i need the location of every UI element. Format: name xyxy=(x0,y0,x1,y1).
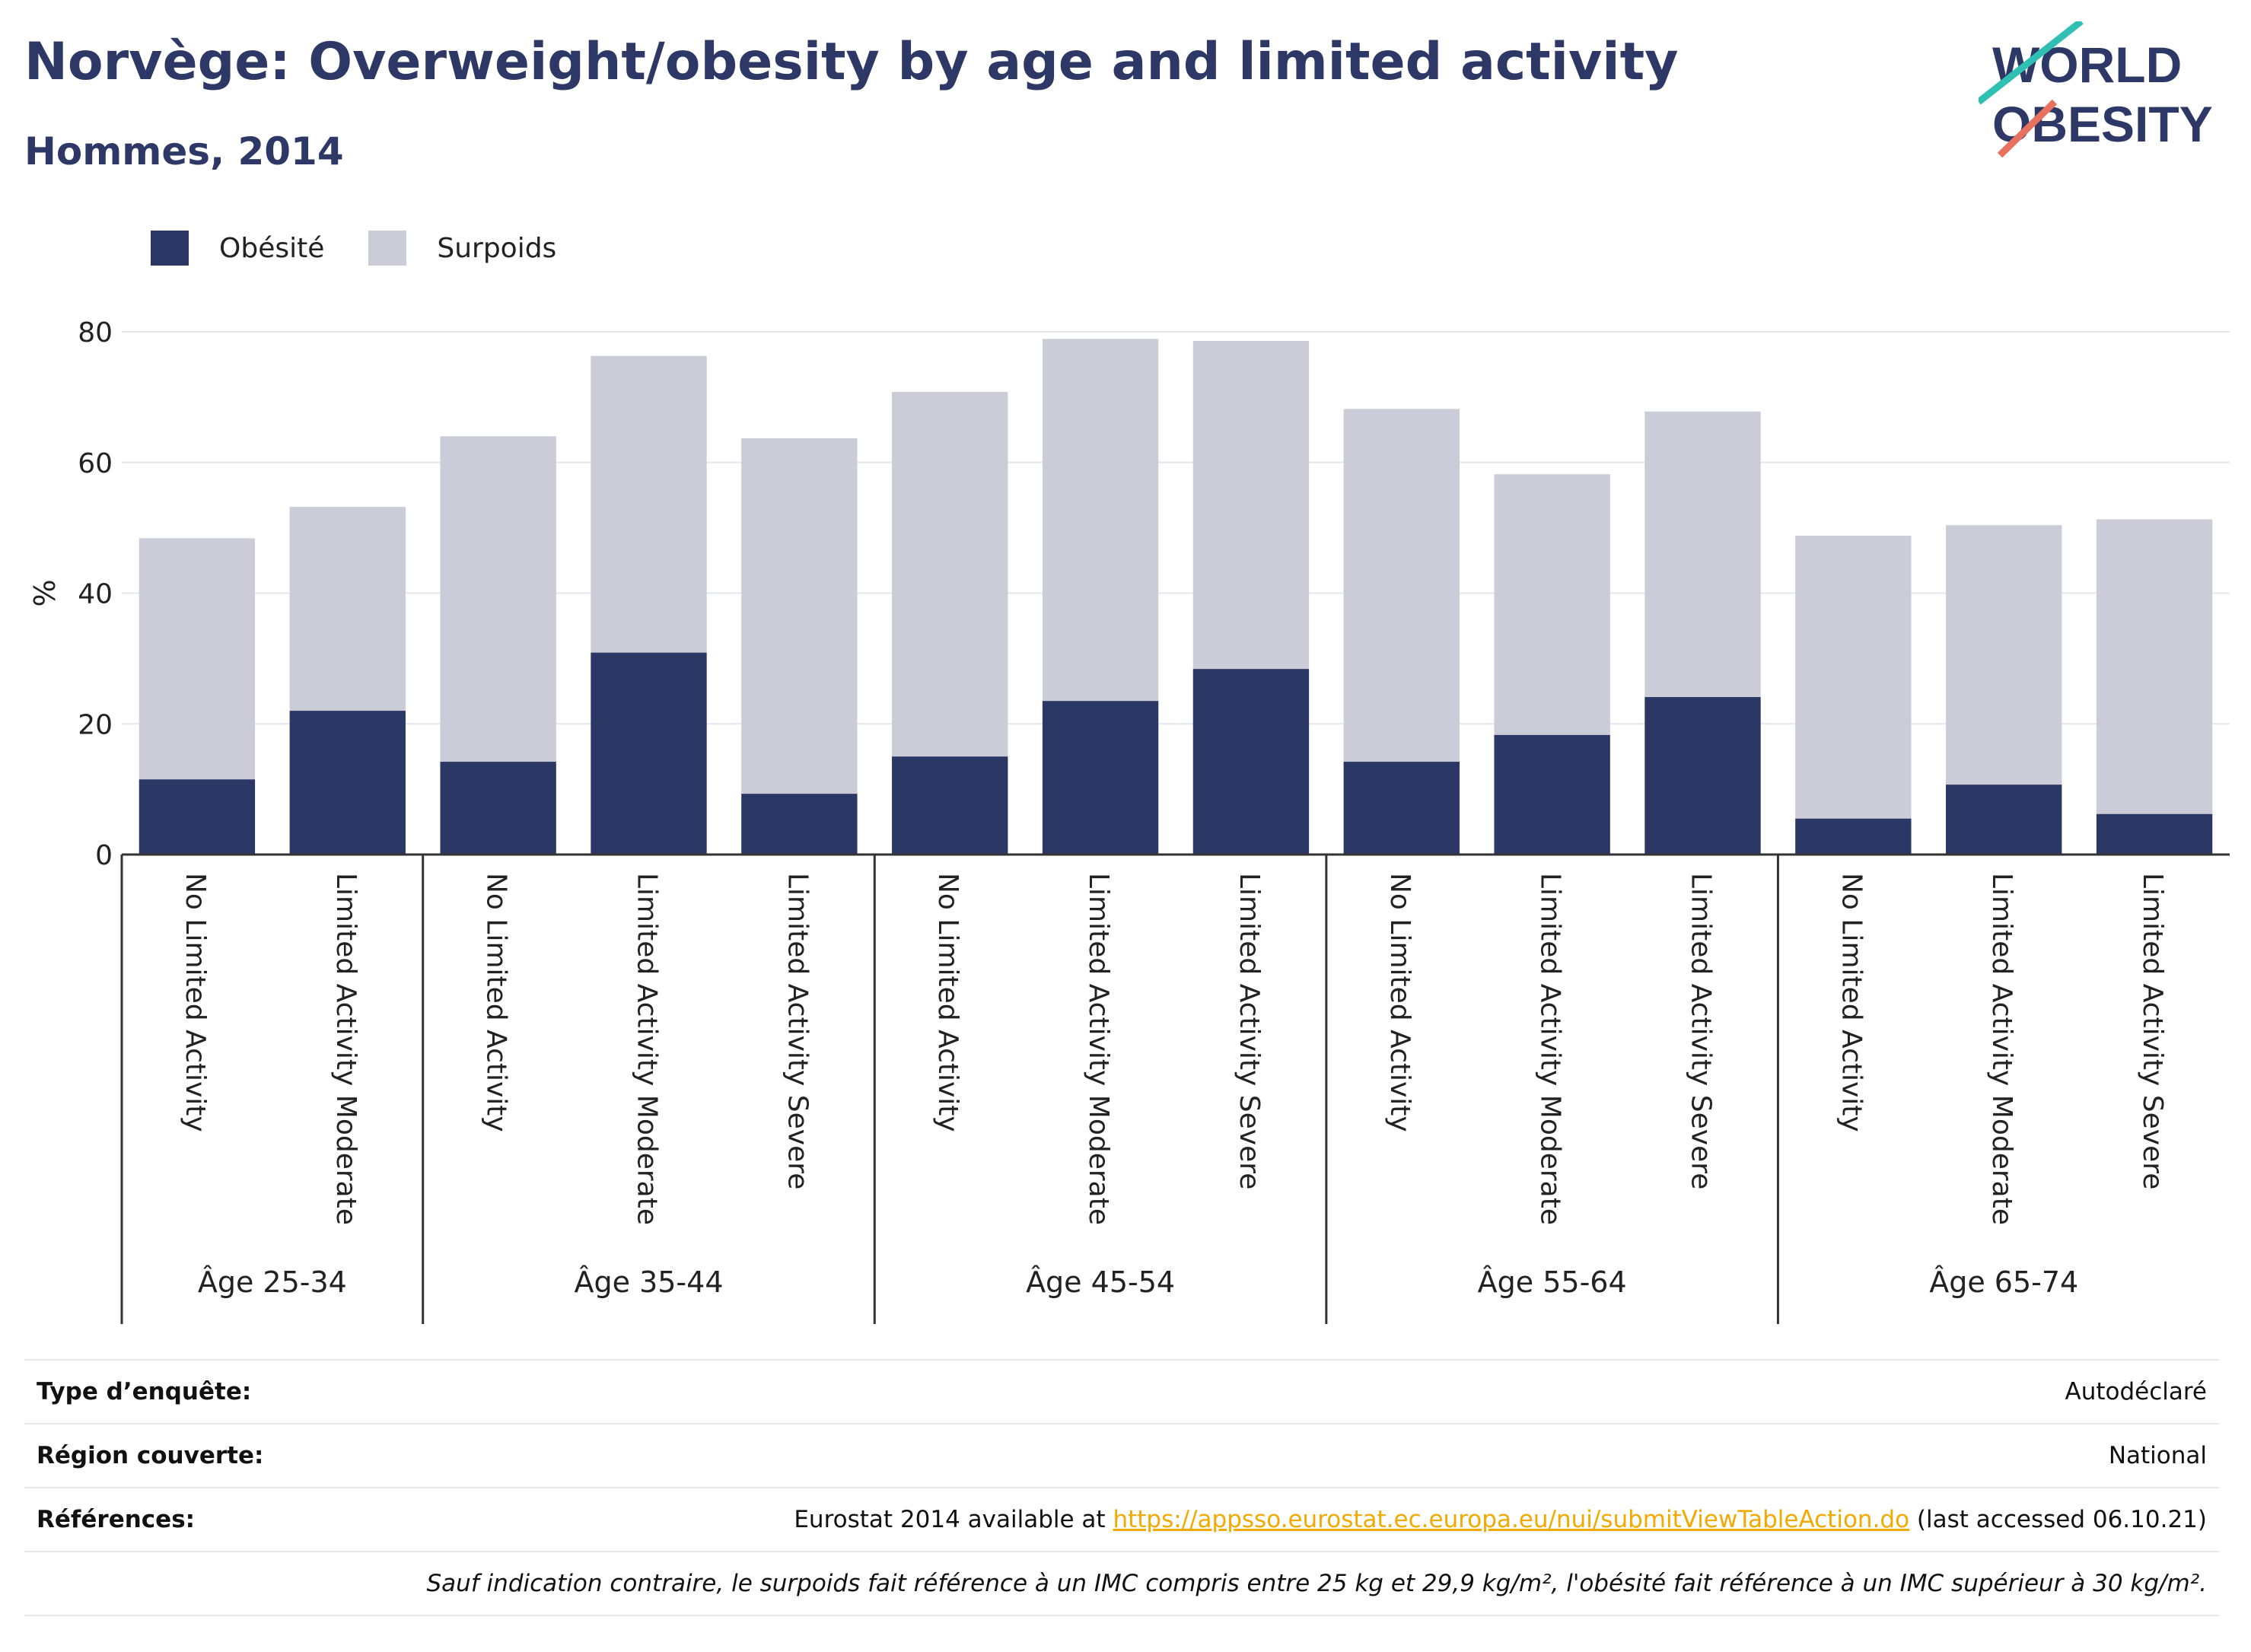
bar-overweight[interactable] xyxy=(1494,474,1610,735)
info-row-note: Sauf indication contraire, le surpoids f… xyxy=(24,1551,2219,1616)
bars xyxy=(138,339,2213,855)
legend-label-obesity: Obésité xyxy=(219,232,325,264)
group-label: Âge 35-44 xyxy=(575,1265,724,1299)
legend-swatch-overweight xyxy=(368,231,407,266)
bar-obesity[interactable] xyxy=(1494,734,1610,855)
legend-label-overweight: Surpoids xyxy=(437,232,557,264)
y-tick-label: 0 xyxy=(95,840,113,871)
bar-overweight[interactable] xyxy=(2096,519,2213,814)
x-tick-label: No Limited Activity xyxy=(932,873,963,1132)
bar-obesity[interactable] xyxy=(591,652,707,855)
bar-overweight[interactable] xyxy=(440,436,556,762)
x-tick-label: Limited Activity Moderate xyxy=(1535,873,1566,1225)
references-label: Références: xyxy=(37,1506,196,1533)
stacked-bar-chart: 0 20 40 60 80% No Limited Activity Limited Act… xyxy=(28,317,2230,1324)
bar-overweight[interactable] xyxy=(138,538,256,780)
info-row-references: Références: Eurostat 2014 available at h… xyxy=(24,1487,2219,1551)
group-label: Âge 65-74 xyxy=(1929,1265,2078,1299)
bar-obesity[interactable] xyxy=(1795,818,1912,855)
chart-subtitle: Hommes, 2014 xyxy=(24,129,344,173)
legend-swatch-obesity xyxy=(151,231,189,266)
legend-item-overweight[interactable]: Surpoids xyxy=(368,231,556,266)
grid-lines xyxy=(122,331,2230,725)
x-tick-label: Limited Activity Moderate xyxy=(1986,873,2017,1225)
bar-obesity[interactable] xyxy=(1192,669,1310,855)
region-label: Région couverte: xyxy=(37,1442,264,1469)
bar-obesity[interactable] xyxy=(1042,701,1159,855)
x-tick-label: Limited Activity Severe xyxy=(1234,873,1265,1189)
group-label: Âge 45-54 xyxy=(1026,1265,1175,1299)
chart-title: Norvège: Overweight/obesity by age and l… xyxy=(24,32,1679,92)
x-tick-label: Limited Activity Severe xyxy=(1686,873,1717,1189)
bar-overweight[interactable] xyxy=(1042,339,1159,702)
bar-obesity[interactable] xyxy=(1343,762,1460,855)
x-tick-label: Limited Activity Moderate xyxy=(1083,873,1114,1225)
references-prefix: Eurostat 2014 available at xyxy=(794,1506,1113,1533)
references-value: Eurostat 2014 available at https://appss… xyxy=(794,1506,2207,1533)
definition-note: Sauf indication contraire, le surpoids f… xyxy=(426,1570,2207,1597)
x-tick-label: No Limited Activity xyxy=(481,873,512,1132)
info-table: Type d’enquête: Autodéclaré Région couve… xyxy=(24,1359,2219,1616)
y-tick-label: 20 xyxy=(78,709,113,740)
y-tick-label: 80 xyxy=(78,317,113,349)
region-value: National xyxy=(2108,1442,2207,1469)
y-tick-label: 60 xyxy=(78,448,113,479)
group-label: Âge 25-34 xyxy=(198,1265,347,1299)
bar-overweight[interactable] xyxy=(1946,525,2062,785)
bar-overweight[interactable] xyxy=(289,507,406,711)
legend: Obésité Surpoids xyxy=(151,228,600,268)
axis-labels: 0 20 40 60 80% No Limited Activity Limited Act… xyxy=(28,317,2168,1299)
bar-obesity[interactable] xyxy=(138,779,256,855)
info-row-region: Région couverte: National xyxy=(24,1423,2219,1487)
logo-teal-stroke xyxy=(1979,21,2084,105)
bar-obesity[interactable] xyxy=(440,762,556,855)
bar-obesity[interactable] xyxy=(289,711,406,855)
y-tick-label: 40 xyxy=(78,579,113,610)
bar-obesity[interactable] xyxy=(2096,813,2213,855)
info-row-survey: Type d’enquête: Autodéclaré xyxy=(24,1359,2219,1423)
bar-overweight[interactable] xyxy=(591,355,707,653)
bar-obesity[interactable] xyxy=(1644,697,1761,855)
axes xyxy=(120,853,2230,1324)
bar-obesity[interactable] xyxy=(741,794,858,855)
group-label: Âge 55-64 xyxy=(1478,1265,1627,1299)
bar-overweight[interactable] xyxy=(1343,409,1460,762)
x-tick-label: Limited Activity Severe xyxy=(782,873,813,1189)
bar-overweight[interactable] xyxy=(1795,535,1912,819)
x-tick-label: No Limited Activity xyxy=(1836,873,1867,1132)
x-tick-label: No Limited Activity xyxy=(1384,873,1415,1132)
bar-obesity[interactable] xyxy=(1946,785,2062,855)
legend-item-obesity[interactable]: Obésité xyxy=(151,231,324,266)
x-tick-label: Limited Activity Severe xyxy=(2137,873,2168,1189)
world-obesity-logo: WORLD OBESITY xyxy=(1979,21,2213,158)
x-tick-label: Limited Activity Moderate xyxy=(632,873,663,1225)
survey-type-value: Autodéclaré xyxy=(2065,1378,2207,1405)
logo-coral-stroke xyxy=(1997,99,2058,158)
x-tick-label: Limited Activity Moderate xyxy=(330,873,361,1225)
references-suffix: (last accessed 06.10.21) xyxy=(1909,1506,2207,1533)
logo-line-2: OBESITY xyxy=(1992,96,2213,152)
y-axis-label: % xyxy=(28,579,62,606)
references-link[interactable]: https://appsso.eurostat.ec.europa.eu/nui… xyxy=(1113,1506,1910,1533)
bar-obesity[interactable] xyxy=(892,756,1008,855)
bar-overweight[interactable] xyxy=(1644,411,1761,698)
survey-type-label: Type d’enquête: xyxy=(37,1378,252,1405)
bar-overweight[interactable] xyxy=(892,392,1008,757)
bar-overweight[interactable] xyxy=(1192,341,1310,670)
bar-overweight[interactable] xyxy=(741,438,858,794)
x-tick-label: No Limited Activity xyxy=(180,873,211,1132)
